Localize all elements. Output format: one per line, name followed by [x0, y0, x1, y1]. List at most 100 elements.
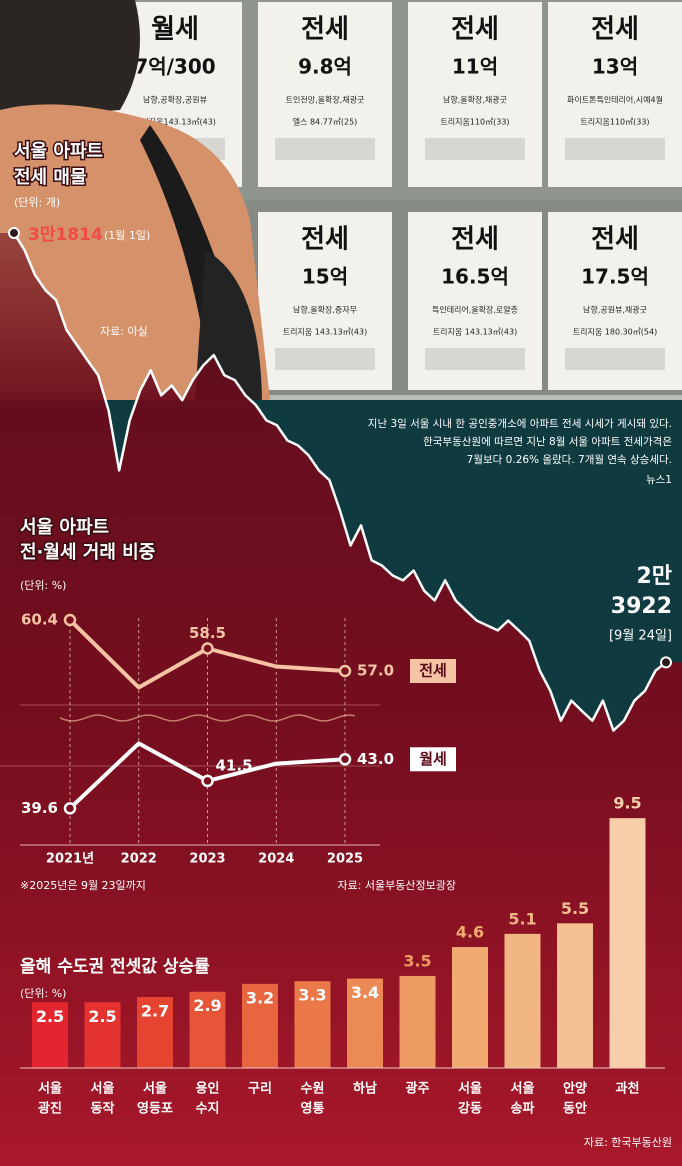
x-tick-label: 송파	[511, 1102, 535, 1117]
marker	[338, 753, 352, 766]
sign-detail: 남향,올확장,중자무	[293, 305, 357, 315]
source: 자료: 서울부동산정보광장	[337, 879, 456, 892]
sign-detail: 트인전망,올확장,채광굿	[286, 95, 365, 105]
sign-size: 트리지움 180.30㎡(54)	[573, 328, 657, 337]
x-tick-label: 2021년	[46, 852, 94, 867]
end-label: 2만	[636, 564, 672, 589]
marker	[201, 642, 214, 655]
x-tick-label: 2024	[258, 852, 294, 867]
end-date: [9월 24일]	[609, 629, 672, 644]
bar	[557, 923, 593, 1068]
x-tick-label: 안양	[563, 1081, 587, 1097]
sign-type: 전세	[591, 225, 639, 255]
sign-size: 트리지움 143.13㎡(43)	[433, 328, 517, 337]
sign-price: 9.8억	[298, 55, 352, 79]
unit-label: (단위: %)	[20, 987, 66, 1000]
x-tick-label: 동안	[563, 1101, 587, 1117]
x-tick-label: 서울	[91, 1081, 115, 1097]
sign-type: 전세	[451, 225, 499, 255]
value-label: 9.5	[613, 794, 641, 813]
x-tick-label: 서울	[458, 1081, 482, 1097]
sign-price: 11억	[452, 55, 498, 79]
x-tick-label: 용인	[196, 1081, 220, 1097]
caption: 7월보다 0.26% 올랐다. 7개월 연속 상승세다.	[467, 453, 672, 466]
end-label: 3922	[611, 594, 672, 619]
bar	[84, 1002, 121, 1068]
value-label: 60.4	[21, 611, 58, 629]
x-tick-label: 서울	[38, 1081, 62, 1097]
sign-detail: 남향,공확장,공원뷰	[143, 95, 207, 105]
unit-label: (단위: %)	[20, 579, 66, 592]
bar	[609, 818, 646, 1068]
sign-blur	[425, 138, 525, 160]
value-label: 39.6	[21, 799, 58, 817]
source: 자료: 아실	[100, 325, 148, 338]
chart-title: 전·월세 거래 비중	[20, 542, 155, 563]
end-marker	[660, 656, 672, 669]
sign-price: 15억	[302, 265, 348, 289]
x-tick-label: 2025	[327, 852, 363, 867]
bar	[242, 983, 278, 1068]
sign-price: 16.5억	[441, 265, 509, 289]
bar	[294, 981, 331, 1068]
x-tick-label: 광주	[406, 1082, 430, 1097]
value-label: 3.5	[403, 951, 431, 970]
marker	[201, 774, 214, 788]
value-label: 5.1	[508, 909, 536, 928]
value-label: 3.2	[246, 988, 274, 1007]
sign-blur	[275, 348, 375, 370]
x-tick-label: 과천	[616, 1082, 640, 1097]
sign-blur	[275, 138, 375, 160]
start-label: 3만1814	[28, 225, 103, 245]
value-label: 57.0	[357, 662, 394, 680]
legend-box	[410, 659, 456, 683]
value-label: 58.5	[189, 624, 226, 642]
line	[12, 232, 667, 732]
x-tick-label: 광진	[38, 1101, 62, 1117]
x-tick-label: 영통	[301, 1102, 325, 1117]
x-tick-label: 구리	[248, 1081, 272, 1097]
x-tick-label: 수지	[196, 1102, 220, 1117]
bar	[137, 996, 173, 1068]
marker	[63, 802, 77, 815]
marker	[63, 613, 77, 627]
chart-title: 전세 매물	[14, 167, 87, 188]
value-label: 2.5	[36, 1007, 64, 1026]
sign-detail: 남향,공원뷰,채광굿	[583, 305, 647, 315]
bar	[452, 947, 488, 1068]
x-tick-label: 2022	[121, 852, 157, 867]
sign-type: 전세	[301, 15, 349, 45]
unit-label: (단위: 개)	[14, 196, 60, 209]
source: 자료: 한국부동산원	[584, 1136, 672, 1149]
chart-title: 올해 수도권 전셋값 상승률	[20, 957, 210, 977]
chart-title: 서울 아파트	[14, 141, 103, 162]
value-label: 41.5	[216, 756, 253, 774]
bar	[504, 933, 541, 1068]
value-label: 3.3	[298, 986, 326, 1005]
bar	[347, 978, 383, 1068]
sign-size: 엘스 84.77㎡(25)	[293, 117, 358, 127]
sign-price: 7억/300	[134, 55, 215, 79]
legend-label: 월세	[419, 750, 447, 768]
sign-type: 월세	[151, 15, 199, 45]
note: ※2025년은 9월 23일까지	[20, 878, 146, 892]
photo-credit: 뉴스1	[646, 474, 672, 486]
value-label: 3.4	[351, 983, 379, 1002]
sign-detail: 특인테리어,올확장,로얄층	[432, 305, 518, 315]
x-tick-label: 수원	[301, 1082, 325, 1097]
x-tick-label: 2023	[189, 852, 225, 867]
caption: 한국부동산원에 따르면 지난 8월 서울 아파트 전세가격은	[423, 435, 672, 448]
sign-price: 13억	[592, 55, 638, 79]
sign-detail: 화이트톤특인테리어,시예4월	[567, 95, 663, 105]
sign-price: 17.5억	[581, 265, 649, 289]
area-fill	[0, 232, 682, 1166]
bar	[399, 975, 436, 1068]
bar	[189, 991, 226, 1068]
sign-detail: 남향,올확장,채광굿	[443, 95, 507, 105]
sign-type: 전세	[591, 15, 639, 45]
sign-size: 트리지움110㎡(33)	[440, 118, 509, 127]
value-label: 2.5	[88, 1007, 116, 1026]
caption: 지난 3일 서울 시내 한 공인중개소에 아파트 전세 시세가 게시돼 있다.	[368, 417, 672, 430]
x-tick-label: 서울	[143, 1081, 167, 1097]
